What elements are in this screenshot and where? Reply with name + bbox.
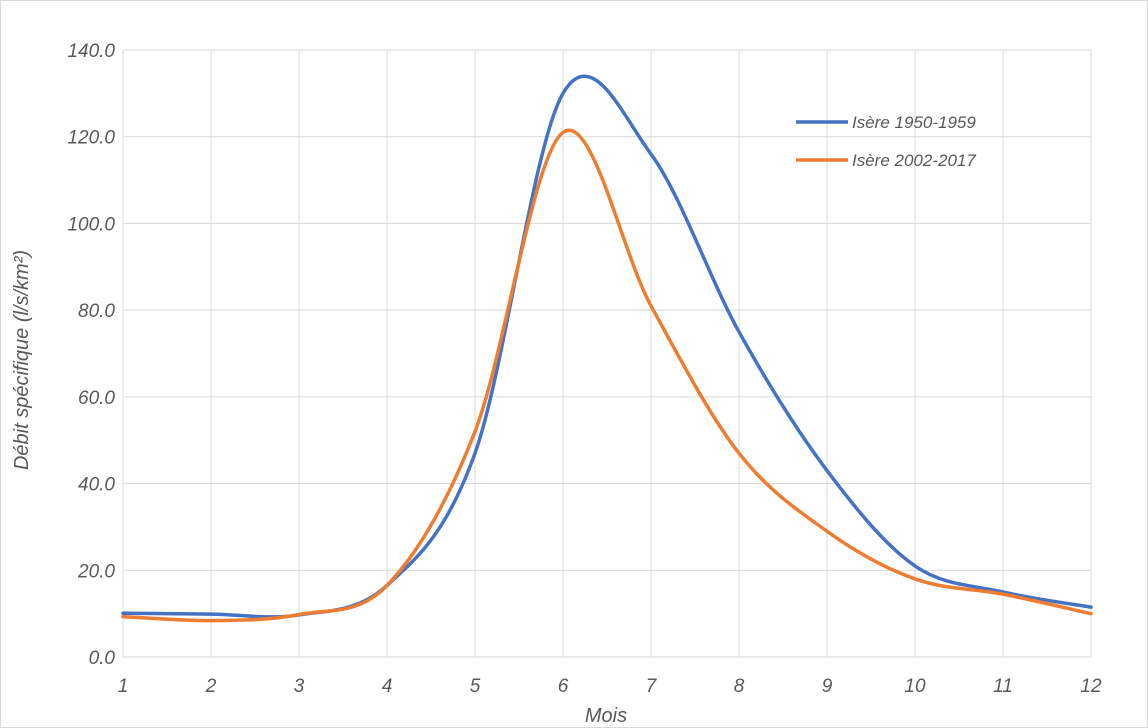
y-tick-label: 140.0 (67, 41, 115, 62)
x-tick-label: 10 (904, 676, 926, 697)
legend: Isère 1950-1959 Isère 2002-2017 (796, 113, 976, 170)
legend-label: Isère 2002-2017 (852, 151, 976, 170)
y-tick-label: 0.0 (89, 648, 116, 669)
x-tick-label: 7 (646, 676, 658, 697)
series-line-2 (121, 128, 1093, 623)
x-tick-label: 5 (470, 676, 481, 697)
x-tick-label: 12 (1080, 676, 1102, 697)
x-tick-label: 8 (734, 676, 745, 697)
y-tick-label: 40.0 (78, 475, 115, 496)
x-tick-labels: 1 2 3 4 5 6 7 8 9 10 11 12 (118, 676, 1102, 697)
legend-label: Isère 1950-1959 (852, 113, 976, 132)
x-tick-label: 1 (118, 676, 129, 697)
y-tick-label: 20.0 (77, 561, 115, 582)
y-axis-title: Débit spécifique (l/s/km²) (11, 250, 33, 470)
x-tick-label: 4 (382, 676, 393, 697)
y-tick-labels: 0.0 20.0 40.0 60.0 80.0 100.0 120.0 140.0 (67, 41, 115, 669)
gridlines (122, 49, 1092, 658)
x-tick-label: 3 (294, 676, 305, 697)
x-tick-label: 11 (993, 676, 1013, 697)
x-tick-label: 2 (205, 676, 217, 697)
y-tick-label: 60.0 (78, 388, 115, 409)
x-tick-label: 6 (558, 676, 569, 697)
series-lines (121, 74, 1093, 623)
y-tick-label: 100.0 (67, 214, 115, 235)
y-tick-label: 80.0 (78, 301, 115, 322)
y-tick-label: 120.0 (67, 128, 115, 149)
x-axis-title: Mois (585, 705, 627, 727)
x-tick-label: 9 (822, 676, 833, 697)
